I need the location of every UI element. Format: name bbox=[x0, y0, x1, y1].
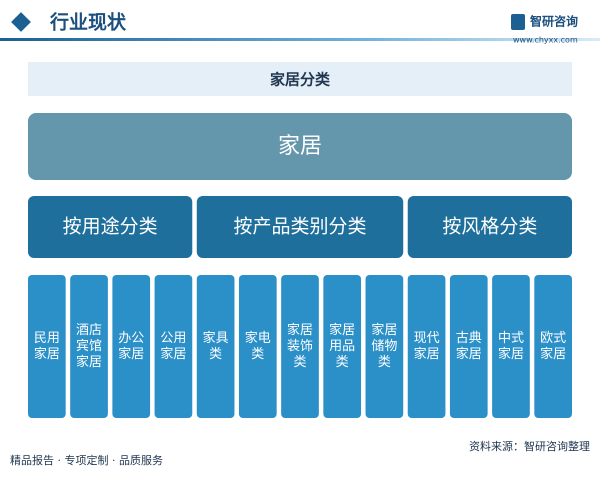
item-label: 现代家居 bbox=[414, 331, 440, 362]
item-box bbox=[407, 275, 446, 418]
item-label: 公用家居 bbox=[160, 331, 186, 362]
group-box bbox=[196, 196, 404, 258]
item-label: 欧式家居 bbox=[540, 331, 566, 362]
item-box bbox=[281, 275, 319, 418]
diagram-title: 家居分类 bbox=[270, 71, 331, 89]
item-label: 民用家居 bbox=[34, 331, 60, 362]
item-box bbox=[534, 275, 572, 418]
group-label: 按用途分类 bbox=[63, 216, 158, 238]
group-label: 按产品类别分类 bbox=[233, 216, 366, 238]
item-box bbox=[449, 275, 488, 418]
root-label: 家居 bbox=[278, 134, 322, 159]
item-label: 家居储物类 bbox=[371, 322, 397, 370]
item-box bbox=[70, 275, 108, 418]
group-box bbox=[28, 196, 193, 258]
item-box bbox=[112, 275, 151, 418]
item-label: 家具类 bbox=[203, 330, 229, 362]
item-box bbox=[154, 275, 193, 418]
header-band bbox=[0, 38, 600, 41]
item-label: 中式家居 bbox=[498, 331, 524, 362]
logo-name: 智研咨询 bbox=[529, 14, 578, 29]
item-box bbox=[365, 275, 404, 418]
item-box bbox=[28, 275, 66, 418]
item-label: 办公家居 bbox=[118, 331, 144, 362]
header-icon bbox=[11, 12, 31, 32]
item-box bbox=[238, 275, 277, 418]
footer-source: 资料来源：智研咨询整理 bbox=[469, 439, 590, 453]
logo-url: www.chyxx.com bbox=[513, 36, 578, 45]
group-box bbox=[407, 196, 572, 258]
item-box bbox=[492, 275, 530, 418]
footer-left: 精品报告 · 专项定制 · 品质服务 bbox=[10, 453, 163, 467]
item-label: 家居装饰类 bbox=[287, 322, 313, 370]
root-box bbox=[28, 113, 572, 180]
item-label: 家居用品类 bbox=[329, 322, 355, 370]
item-label: 古典家居 bbox=[456, 331, 482, 362]
group-label: 按风格分类 bbox=[442, 216, 537, 238]
header-title: 行业现状 bbox=[49, 11, 127, 34]
logo-icon bbox=[511, 14, 525, 30]
item-label: 家电类 bbox=[245, 330, 271, 362]
diagram-title-box bbox=[28, 62, 572, 96]
item-box bbox=[196, 275, 235, 418]
item-label: 酒店宾馆家居 bbox=[76, 323, 102, 370]
item-box bbox=[323, 275, 362, 418]
